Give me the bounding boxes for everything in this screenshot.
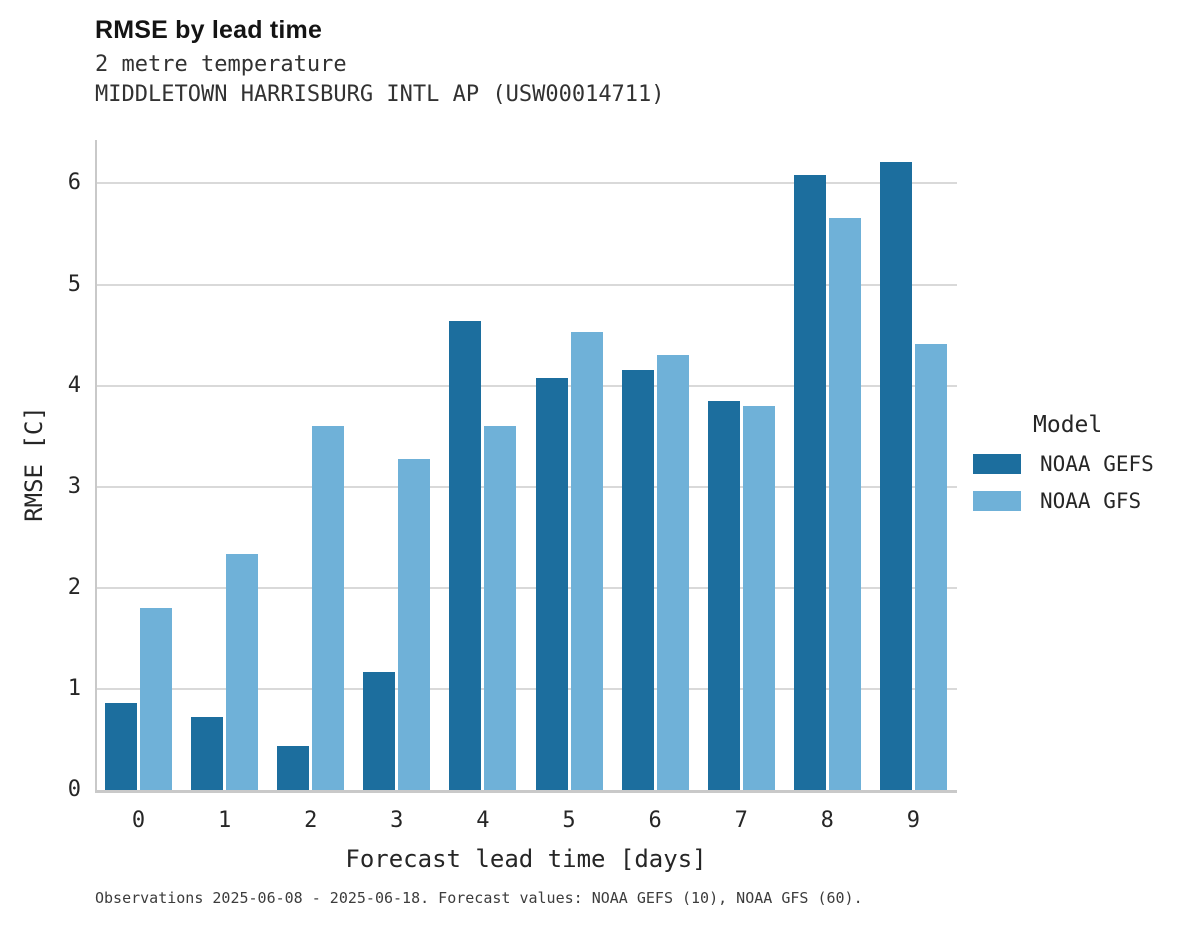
bar-gefs-lead-1 <box>191 717 224 790</box>
y-tick-label-5: 5 <box>67 271 81 297</box>
bar-gfs-lead-4 <box>484 426 517 790</box>
chart-title: RMSE by lead time <box>95 16 323 44</box>
x-tick-label-1: 1 <box>217 808 232 833</box>
bar-gefs-lead-5 <box>535 377 568 790</box>
gridline-y3 <box>97 485 957 488</box>
legend-item-gefs: NOAA GEFS <box>973 452 1188 476</box>
x-tick-label-8: 8 <box>820 808 834 833</box>
x-tick-label-5: 5 <box>562 808 576 833</box>
x-tick-label-4: 4 <box>476 808 490 833</box>
bar-gfs-lead-1 <box>226 554 259 790</box>
bar-gefs-lead-7 <box>707 400 740 790</box>
gridline-y4 <box>97 384 957 387</box>
y-axis-label: RMSE [C] <box>20 406 48 522</box>
bar-gefs-lead-9 <box>879 162 912 790</box>
y-tick-label-4: 4 <box>67 372 81 398</box>
x-tick-label-2: 2 <box>304 808 318 833</box>
bar-gfs-lead-3 <box>398 459 431 790</box>
y-tick-label-2: 2 <box>67 574 81 600</box>
gfs-color-swatch <box>973 491 1021 511</box>
bar-gefs-lead-0 <box>105 703 137 790</box>
y-tick-label-0: 0 <box>67 777 81 802</box>
bar-gefs-lead-3 <box>363 671 396 790</box>
bar-gfs-lead-7 <box>742 405 775 790</box>
chart-subtitle: 2 metre temperature <box>95 52 347 77</box>
legend-label-gfs: NOAA GFS <box>1040 489 1142 513</box>
plot-area: 0 1 2 3 4 5 6 0 1 2 3 4 5 6 7 8 9 <box>68 140 957 833</box>
chart-station-subtitle: MIDDLETOWN HARRISBURG INTL AP (USW000147… <box>95 82 665 107</box>
gefs-color-swatch <box>973 454 1021 474</box>
bar-gfs-lead-9 <box>914 344 947 790</box>
legend-item-gfs: NOAA GFS <box>973 489 1188 513</box>
y-tick-label-6: 6 <box>67 170 81 196</box>
bar-gfs-lead-8 <box>828 217 861 790</box>
x-tick-label-9: 9 <box>906 808 921 833</box>
gridline-y6 <box>97 182 957 185</box>
legend: Model NOAA GEFS NOAA GFS <box>973 412 1188 526</box>
bar-gfs-lead-0 <box>140 608 172 790</box>
legend-title: Model <box>1033 412 1103 438</box>
x-tick-label-7: 7 <box>734 808 748 833</box>
bar-gfs-lead-6 <box>656 355 689 790</box>
x-axis-label: Forecast lead time [days] <box>345 845 707 873</box>
x-tick-label-0: 0 <box>131 808 146 833</box>
x-tick-label-3: 3 <box>390 808 404 833</box>
x-tick-label-6: 6 <box>648 808 662 833</box>
bar-gefs-lead-8 <box>793 175 826 790</box>
bar-gefs-lead-6 <box>621 370 654 790</box>
bar-gefs-lead-4 <box>449 320 482 790</box>
gridline-y5 <box>97 283 957 286</box>
bar-gefs-lead-2 <box>277 745 310 790</box>
bar-gfs-lead-5 <box>570 332 603 790</box>
caption-text: Observations 2025-06-08 - 2025-06-18. Fo… <box>95 889 863 907</box>
y-tick-label-1: 1 <box>67 675 81 701</box>
gridline-y1 <box>97 687 957 690</box>
y-tick-label-3: 3 <box>67 473 81 499</box>
gridline-y2 <box>97 586 957 589</box>
bar-gfs-lead-2 <box>312 426 345 790</box>
legend-label-gefs: NOAA GEFS <box>1040 452 1154 476</box>
